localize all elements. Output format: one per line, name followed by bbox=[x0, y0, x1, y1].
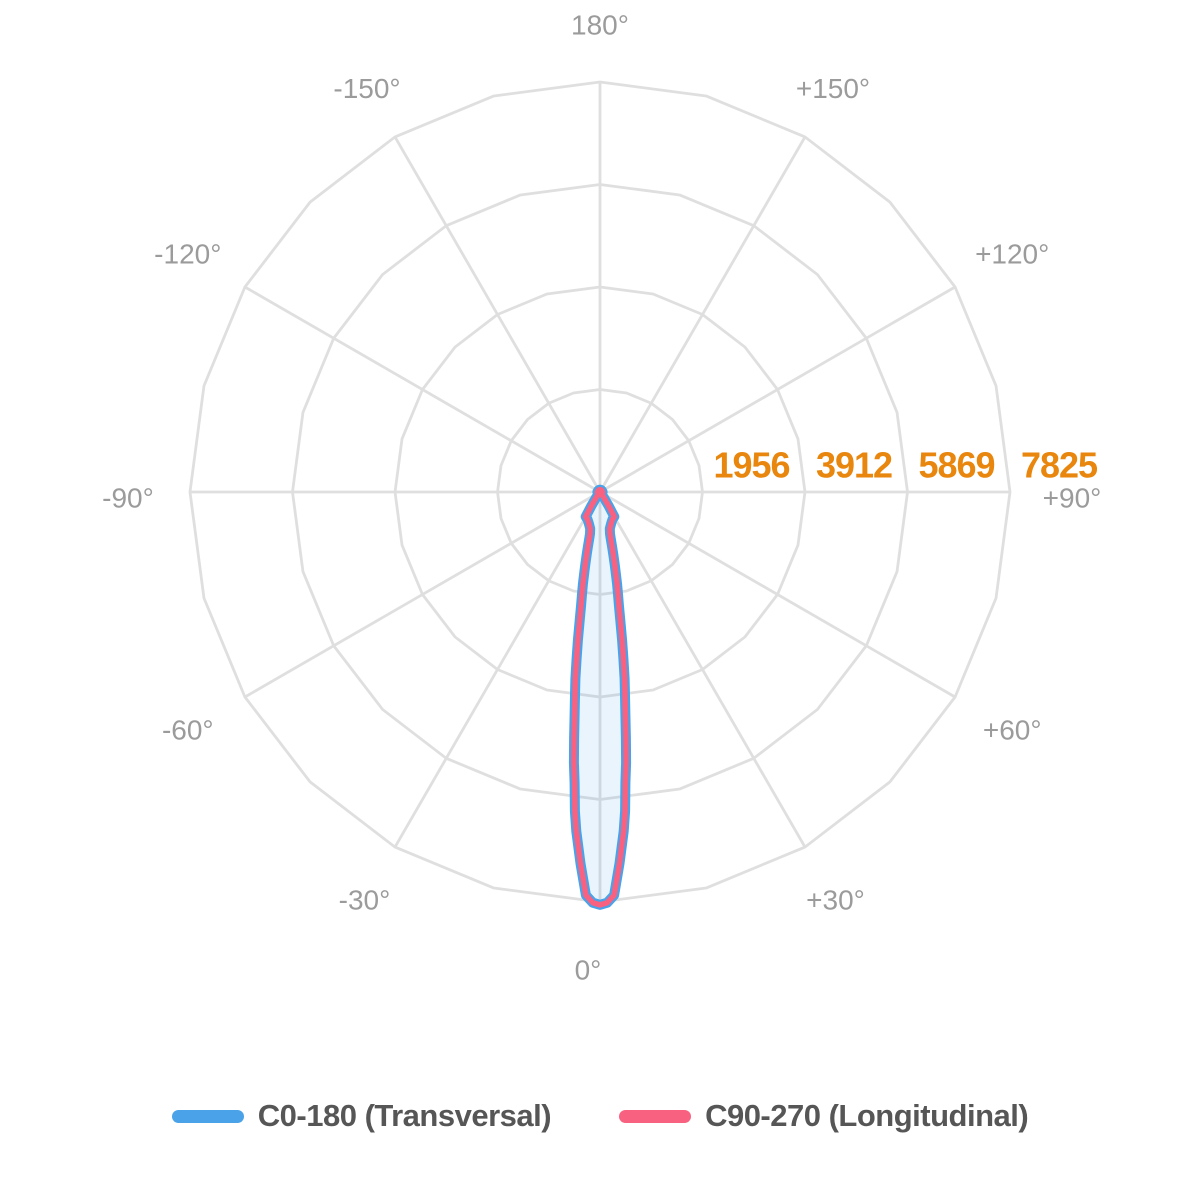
radial-tick-label-5869: 5869 bbox=[918, 445, 994, 486]
grid-spoke bbox=[598, 491, 807, 848]
grid-spoke bbox=[599, 490, 956, 699]
legend-swatch-c0-180-icon bbox=[171, 1109, 244, 1123]
grid-spoke bbox=[244, 285, 601, 494]
angle-label--150: -150° bbox=[333, 73, 400, 104]
legend-label-c90-270: C90-270 (Longitudinal) bbox=[705, 1098, 1029, 1133]
radial-tick-label-1956: 1956 bbox=[713, 445, 789, 486]
radial-tick-label-7825: 7825 bbox=[1021, 445, 1098, 486]
radial-tick-label-3912: 3912 bbox=[816, 445, 892, 486]
polar-chart: 180° -150° +150° -120° +120° -90° +90° -60° +60°… bbox=[102, 10, 1102, 986]
grid-spoke bbox=[598, 136, 807, 493]
grid-spoke bbox=[393, 136, 602, 493]
grid-spoke bbox=[393, 491, 602, 848]
grid-spoke bbox=[244, 490, 601, 699]
angle-label-60: +60° bbox=[983, 715, 1042, 746]
angle-label-30: +30° bbox=[806, 884, 865, 915]
angle-label--90: -90° bbox=[102, 483, 154, 514]
angle-label-180: 180° bbox=[571, 10, 629, 41]
angle-label-120: +120° bbox=[975, 239, 1049, 270]
angle-label--30: -30° bbox=[339, 884, 391, 915]
angle-label-90: +90° bbox=[1043, 483, 1102, 514]
legend-label-c0-180: C0-180 (Transversal) bbox=[257, 1098, 552, 1133]
legend-item-c90-270[interactable]: C90-270 (Longitudinal) bbox=[619, 1098, 1029, 1134]
legend-swatch-c90-270-icon bbox=[619, 1109, 692, 1123]
angle-label--120: -120° bbox=[154, 239, 221, 270]
series-c90-270-curve bbox=[571, 486, 629, 908]
angle-label-0: 0° bbox=[575, 955, 602, 986]
angle-label--60: -60° bbox=[162, 715, 214, 746]
series-c0-180-curve bbox=[568, 484, 632, 910]
legend-item-c0-180[interactable]: C0-180 (Transversal) bbox=[171, 1098, 552, 1134]
grid-spoke bbox=[599, 285, 956, 494]
angle-label-150: +150° bbox=[796, 73, 870, 104]
legend: C0-180 (Transversal) C90-270 (Longitudin… bbox=[0, 1098, 1200, 1134]
